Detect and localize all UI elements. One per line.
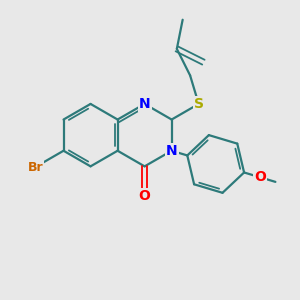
Text: O: O [139,189,151,203]
Text: Br: Br [27,160,43,174]
Text: O: O [254,170,266,184]
Text: N: N [139,97,150,111]
Text: N: N [166,144,177,158]
Text: S: S [194,97,204,111]
